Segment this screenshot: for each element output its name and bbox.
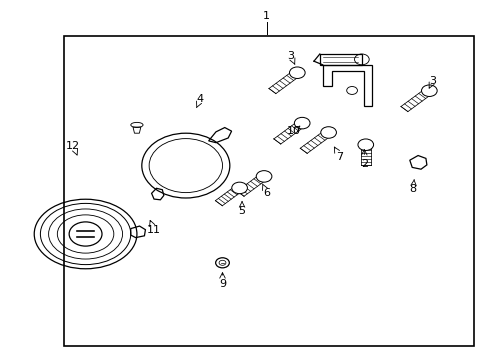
Circle shape: [256, 171, 271, 182]
Text: 4: 4: [197, 94, 203, 104]
Circle shape: [289, 67, 305, 78]
Bar: [320, 54, 361, 65]
Text: 3: 3: [428, 76, 435, 86]
Text: 9: 9: [219, 279, 225, 289]
Text: 7: 7: [336, 152, 343, 162]
Text: 10: 10: [286, 126, 300, 136]
Text: 12: 12: [66, 141, 80, 151]
Circle shape: [294, 117, 309, 129]
Text: 6: 6: [263, 188, 269, 198]
Text: 1: 1: [263, 11, 269, 21]
Circle shape: [357, 139, 373, 150]
Text: 11: 11: [147, 225, 161, 235]
Circle shape: [421, 85, 436, 96]
Text: 2: 2: [360, 159, 367, 169]
Circle shape: [231, 182, 247, 194]
Bar: [63, 36, 473, 346]
Circle shape: [320, 127, 336, 138]
Text: 3: 3: [287, 51, 294, 61]
Text: 8: 8: [409, 184, 416, 194]
Text: 5: 5: [238, 206, 245, 216]
